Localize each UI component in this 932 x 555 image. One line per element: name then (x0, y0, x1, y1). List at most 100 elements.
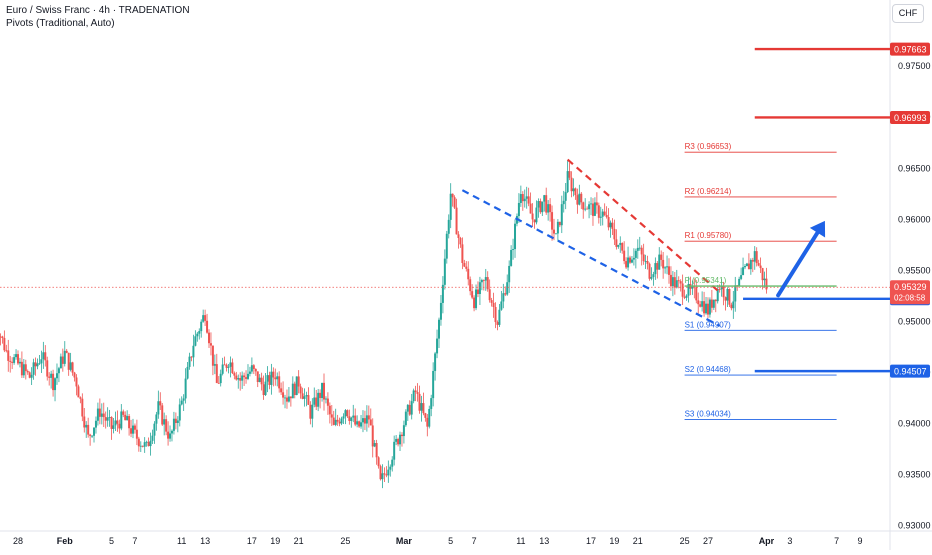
candle-body (206, 320, 209, 333)
candle-body (523, 198, 526, 202)
candle-body (209, 343, 212, 346)
candle-body (106, 417, 109, 421)
candle-body (531, 213, 534, 220)
candle-body (568, 171, 571, 178)
candle-body (1, 336, 4, 338)
candle-body (356, 421, 359, 425)
x-tick-label: 19 (270, 536, 280, 546)
candle-body (48, 376, 51, 378)
currency-button[interactable]: CHF (892, 4, 924, 23)
candle-body (250, 365, 253, 372)
candle-body (599, 216, 602, 218)
candle-body (94, 420, 97, 428)
candle-body (130, 428, 133, 434)
candle-body (453, 197, 456, 208)
x-tick-label: 11 (516, 536, 525, 546)
candle-body (671, 277, 674, 287)
candle-body (617, 244, 620, 247)
candle-body (46, 360, 49, 377)
candle-body (611, 222, 614, 229)
candle-body (420, 403, 423, 411)
candle-body (264, 381, 267, 396)
candle-body (336, 419, 339, 422)
candle-body (354, 415, 357, 425)
candle-body (749, 259, 752, 270)
candle-body (664, 267, 667, 269)
candle-body (237, 378, 240, 380)
candle-body (615, 239, 618, 247)
candle-body (266, 375, 269, 382)
candle-body (360, 422, 363, 427)
candle-body (554, 233, 557, 235)
y-tick-label: 0.93500 (898, 469, 931, 479)
candle-body (272, 371, 275, 378)
candle-body (317, 392, 320, 407)
candle-body (352, 415, 355, 418)
candle-body (755, 251, 758, 264)
candle-body (30, 374, 33, 378)
candle-body (260, 377, 263, 385)
candle-body (110, 417, 113, 429)
candle-body (648, 263, 651, 279)
candle-body (153, 423, 156, 436)
candle-body (96, 408, 99, 421)
candle-body (673, 277, 676, 288)
candle-body (545, 195, 548, 213)
candle-body (165, 419, 168, 432)
candle-body (426, 417, 429, 427)
level-badge (890, 42, 930, 56)
pivot-label: R1 (0.95780) (685, 231, 732, 240)
candle-body (745, 263, 748, 267)
candle-body (348, 416, 351, 421)
candle-body (447, 219, 450, 234)
candle-body (535, 207, 538, 223)
candle-body (761, 268, 764, 281)
candle-body (112, 425, 115, 429)
candle-body (63, 350, 66, 364)
candle-body (57, 368, 60, 374)
y-tick-label: 0.95500 (898, 265, 931, 275)
candle-body (424, 413, 427, 418)
candle-body (239, 378, 242, 381)
candle-body (235, 375, 238, 380)
candle-body (564, 192, 567, 201)
candle-body (104, 417, 107, 421)
candle-body (710, 299, 713, 308)
candle-body (122, 411, 125, 415)
candle-body (184, 378, 187, 399)
candle-body (410, 401, 413, 415)
pivot-label: S1 (0.94907) (685, 320, 732, 329)
pivot-label: R3 (0.96653) (685, 142, 732, 151)
candle-body (469, 279, 472, 292)
candle-body (543, 195, 546, 202)
x-tick-label: 17 (586, 536, 596, 546)
candle-body (459, 237, 462, 245)
candle-body (213, 364, 216, 366)
candle-body (151, 435, 154, 441)
candle-body (607, 217, 610, 228)
candle-body (114, 420, 117, 426)
candle-body (143, 442, 146, 447)
pivot-label: S3 (0.94034) (685, 409, 732, 418)
candle-body (613, 228, 616, 240)
candle-body (34, 362, 37, 367)
candle-body (734, 285, 737, 302)
candle-body (471, 291, 474, 298)
candle-body (91, 435, 94, 437)
candle-body (391, 459, 394, 467)
candle-body (562, 200, 565, 205)
forecast-arrow-head (809, 220, 826, 238)
candle-body (85, 424, 88, 428)
indicator-label[interactable]: Pivots (Traditional, Auto) (6, 18, 115, 29)
level-badge-label: 0.96993 (894, 113, 927, 123)
candle-body (753, 251, 756, 262)
candle-body (751, 259, 754, 262)
candle-body (457, 234, 460, 238)
candle-body (61, 356, 64, 364)
candle-body (71, 362, 74, 373)
candle-body (621, 243, 624, 251)
candle-body (89, 434, 92, 436)
candle-body (679, 281, 682, 284)
